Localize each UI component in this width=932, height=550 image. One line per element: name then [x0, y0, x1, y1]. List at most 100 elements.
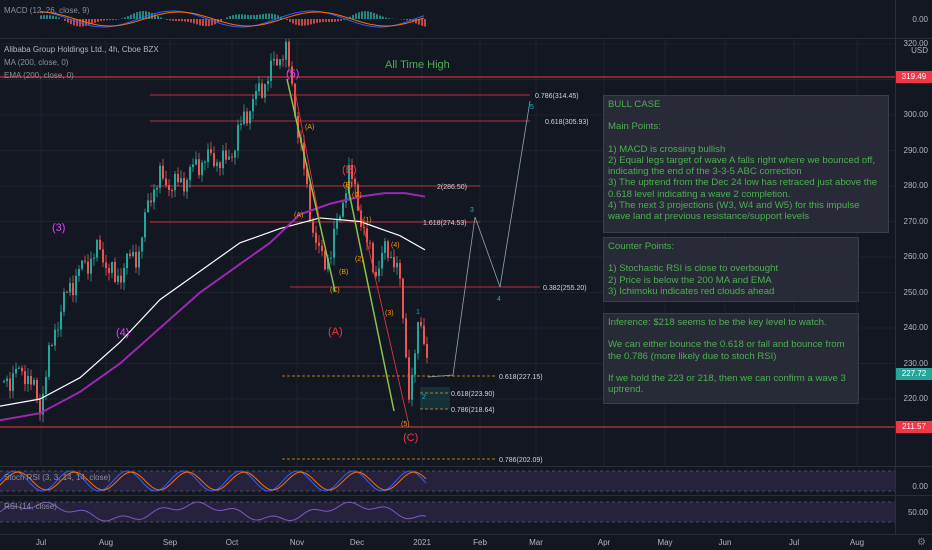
- stoch-rsi-legend: Stoch RSI (3, 3, 14, 14, close): [4, 473, 111, 482]
- macd-histogram-bar: [418, 19, 420, 25]
- macd-histogram-bar: [127, 16, 129, 19]
- bull-case-note[interactable]: BULL CASE Main Points: 1) MACD is crossi…: [603, 95, 889, 233]
- date-axis[interactable]: Jul Aug Sep Oct Nov Dec 2021 Feb Mar Apr May Jun Jul…: [0, 534, 932, 550]
- candle-body: [378, 268, 380, 277]
- candle-body: [312, 221, 314, 233]
- price-plot: 0.786(314.45) 0.618(305.93) 2(286.50) 1.618…: [0, 34, 895, 466]
- macd-histogram-bar: [307, 19, 309, 26]
- candle-body: [291, 66, 293, 84]
- candle-body: [402, 278, 404, 319]
- macd-histogram-bar: [415, 19, 417, 24]
- pane-divider[interactable]: [0, 466, 932, 467]
- macd-histogram-bar: [286, 19, 288, 21]
- wave-b-label: (B): [342, 164, 357, 176]
- sub-wave-label: (5): [401, 421, 410, 428]
- candle-body: [39, 400, 41, 415]
- macd-histogram-bar: [253, 15, 255, 19]
- candle-body: [333, 228, 335, 258]
- macd-histogram-bar: [274, 14, 276, 19]
- macd-histogram-bar: [151, 13, 153, 19]
- candle-body: [78, 268, 80, 276]
- macd-axis[interactable]: 0.00: [895, 0, 932, 38]
- macd-histogram-bar: [124, 17, 126, 19]
- date-axis-label: Nov: [289, 538, 305, 547]
- macd-histogram-bar: [145, 11, 147, 19]
- gear-icon[interactable]: ⚙: [917, 537, 926, 548]
- macd-histogram-bar: [379, 15, 381, 19]
- candle-body: [102, 249, 104, 263]
- macd-histogram-bar: [409, 19, 411, 22]
- rsi-axis[interactable]: 50.00: [895, 496, 932, 534]
- candle-body: [210, 149, 212, 154]
- candle-body: [132, 251, 134, 256]
- macd-histogram-bar: [250, 15, 252, 19]
- inference-note[interactable]: Inference: $218 seems to be the key leve…: [603, 313, 859, 404]
- candle-body: [306, 168, 308, 185]
- macd-histogram-bar: [157, 15, 159, 19]
- sub-wave-label: (4): [391, 242, 400, 249]
- macd-histogram-bar: [43, 15, 45, 19]
- date-axis-label: Oct: [225, 538, 239, 547]
- candle-body: [318, 242, 320, 246]
- chart-title: Alibaba Group Holdings Ltd., 4h, Cboe BZ…: [4, 45, 159, 54]
- candle-body: [3, 381, 5, 383]
- candle-body: [417, 322, 419, 354]
- macd-histogram-bar: [271, 13, 273, 19]
- macd-histogram-bar: [340, 19, 342, 21]
- macd-histogram-bar: [97, 19, 99, 22]
- candle-body: [282, 59, 284, 61]
- candle-body: [294, 83, 296, 116]
- fib-level-label: 0.382(255.20): [543, 285, 587, 292]
- macd-histogram-bar: [358, 12, 360, 19]
- price-axis-label: 240.00: [903, 323, 928, 332]
- candle-body: [369, 242, 371, 244]
- price-axis-label: 280.00: [903, 181, 928, 190]
- candle-body: [51, 345, 53, 347]
- candle-body: [120, 275, 122, 283]
- candle-body: [111, 261, 113, 273]
- pane-divider[interactable]: [0, 495, 932, 496]
- wave-5-label: (5): [286, 68, 299, 80]
- candle-body: [168, 185, 170, 191]
- candle-body: [183, 178, 185, 192]
- rsi-pane[interactable]: RSI (14, close): [0, 496, 895, 534]
- stoch-axis[interactable]: 0.00: [895, 467, 932, 495]
- macd-histogram-bar: [406, 19, 408, 21]
- pane-divider[interactable]: [0, 38, 932, 39]
- candle-body: [123, 268, 125, 283]
- price-axis[interactable]: USD 320.00310.00300.00290.00280.00270.00…: [895, 39, 932, 466]
- macd-histogram-bar: [385, 17, 387, 19]
- bottom-level-tag: 211.57: [896, 421, 932, 433]
- macd-histogram-bar: [277, 15, 279, 19]
- macd-histogram-bar: [58, 17, 60, 19]
- candle-body: [141, 237, 143, 252]
- date-axis-label: Apr: [597, 538, 611, 547]
- macd-histogram-bar: [88, 19, 90, 25]
- macd-plot: [39, 10, 426, 28]
- candle-body: [153, 189, 155, 203]
- macd-histogram-bar: [115, 19, 117, 20]
- macd-histogram-bar: [220, 19, 222, 21]
- price-pane[interactable]: 0.786(314.45) 0.618(305.93) 2(286.50) 1.618…: [0, 34, 895, 466]
- candle-body: [264, 83, 266, 98]
- projection-wave-label: 3: [470, 207, 474, 214]
- candle-body: [411, 374, 413, 400]
- candle-body: [30, 375, 32, 385]
- macd-pane[interactable]: MACD (12, 26, close, 9): [0, 0, 895, 38]
- candle-body: [72, 282, 74, 296]
- candle-body: [174, 173, 176, 191]
- candle-body: [336, 219, 338, 229]
- wave-a-label: (A): [328, 326, 343, 338]
- candle-body: [423, 325, 425, 345]
- candle-body: [243, 111, 245, 124]
- counter-points-note[interactable]: Counter Points: 1) Stochastic RSI is clo…: [603, 237, 859, 302]
- projection-wave-label: 1: [416, 309, 420, 316]
- candle-body: [240, 123, 242, 125]
- stoch-rsi-pane[interactable]: Stoch RSI (3, 3, 14, 14, close): [0, 467, 895, 495]
- candle-body: [255, 91, 257, 100]
- candle-body: [87, 261, 89, 274]
- candle-body: [165, 178, 167, 186]
- macd-histogram-bar: [199, 19, 201, 26]
- candle-body: [273, 58, 275, 61]
- date-axis-label: Dec: [349, 538, 365, 547]
